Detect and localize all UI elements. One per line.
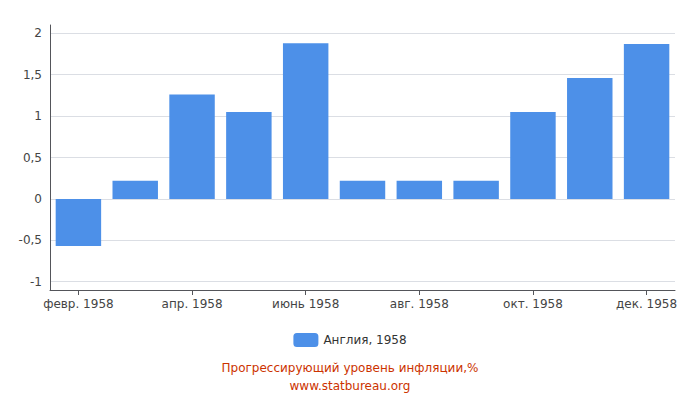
svg-text:0: 0 (34, 192, 42, 206)
svg-text:июнь 1958: июнь 1958 (272, 297, 339, 311)
svg-text:авг. 1958: авг. 1958 (390, 297, 449, 311)
svg-text:0,5: 0,5 (23, 151, 42, 165)
svg-text:дек. 1958: дек. 1958 (616, 297, 677, 311)
svg-text:Англия, 1958: Англия, 1958 (323, 333, 406, 347)
svg-text:апр. 1958: апр. 1958 (162, 297, 223, 311)
svg-text:1: 1 (34, 109, 42, 123)
svg-text:-1: -1 (30, 275, 42, 289)
svg-text:-0,5: -0,5 (19, 233, 42, 247)
svg-text:окт. 1958: окт. 1958 (503, 297, 563, 311)
svg-text:Прогрессирующий уровень инфляц: Прогрессирующий уровень инфляции,% (222, 361, 479, 375)
svg-text:2: 2 (34, 26, 42, 40)
svg-text:www.statbureau.org: www.statbureau.org (290, 379, 411, 393)
svg-text:1,5: 1,5 (23, 68, 42, 82)
svg-text:февр. 1958: февр. 1958 (43, 297, 114, 311)
